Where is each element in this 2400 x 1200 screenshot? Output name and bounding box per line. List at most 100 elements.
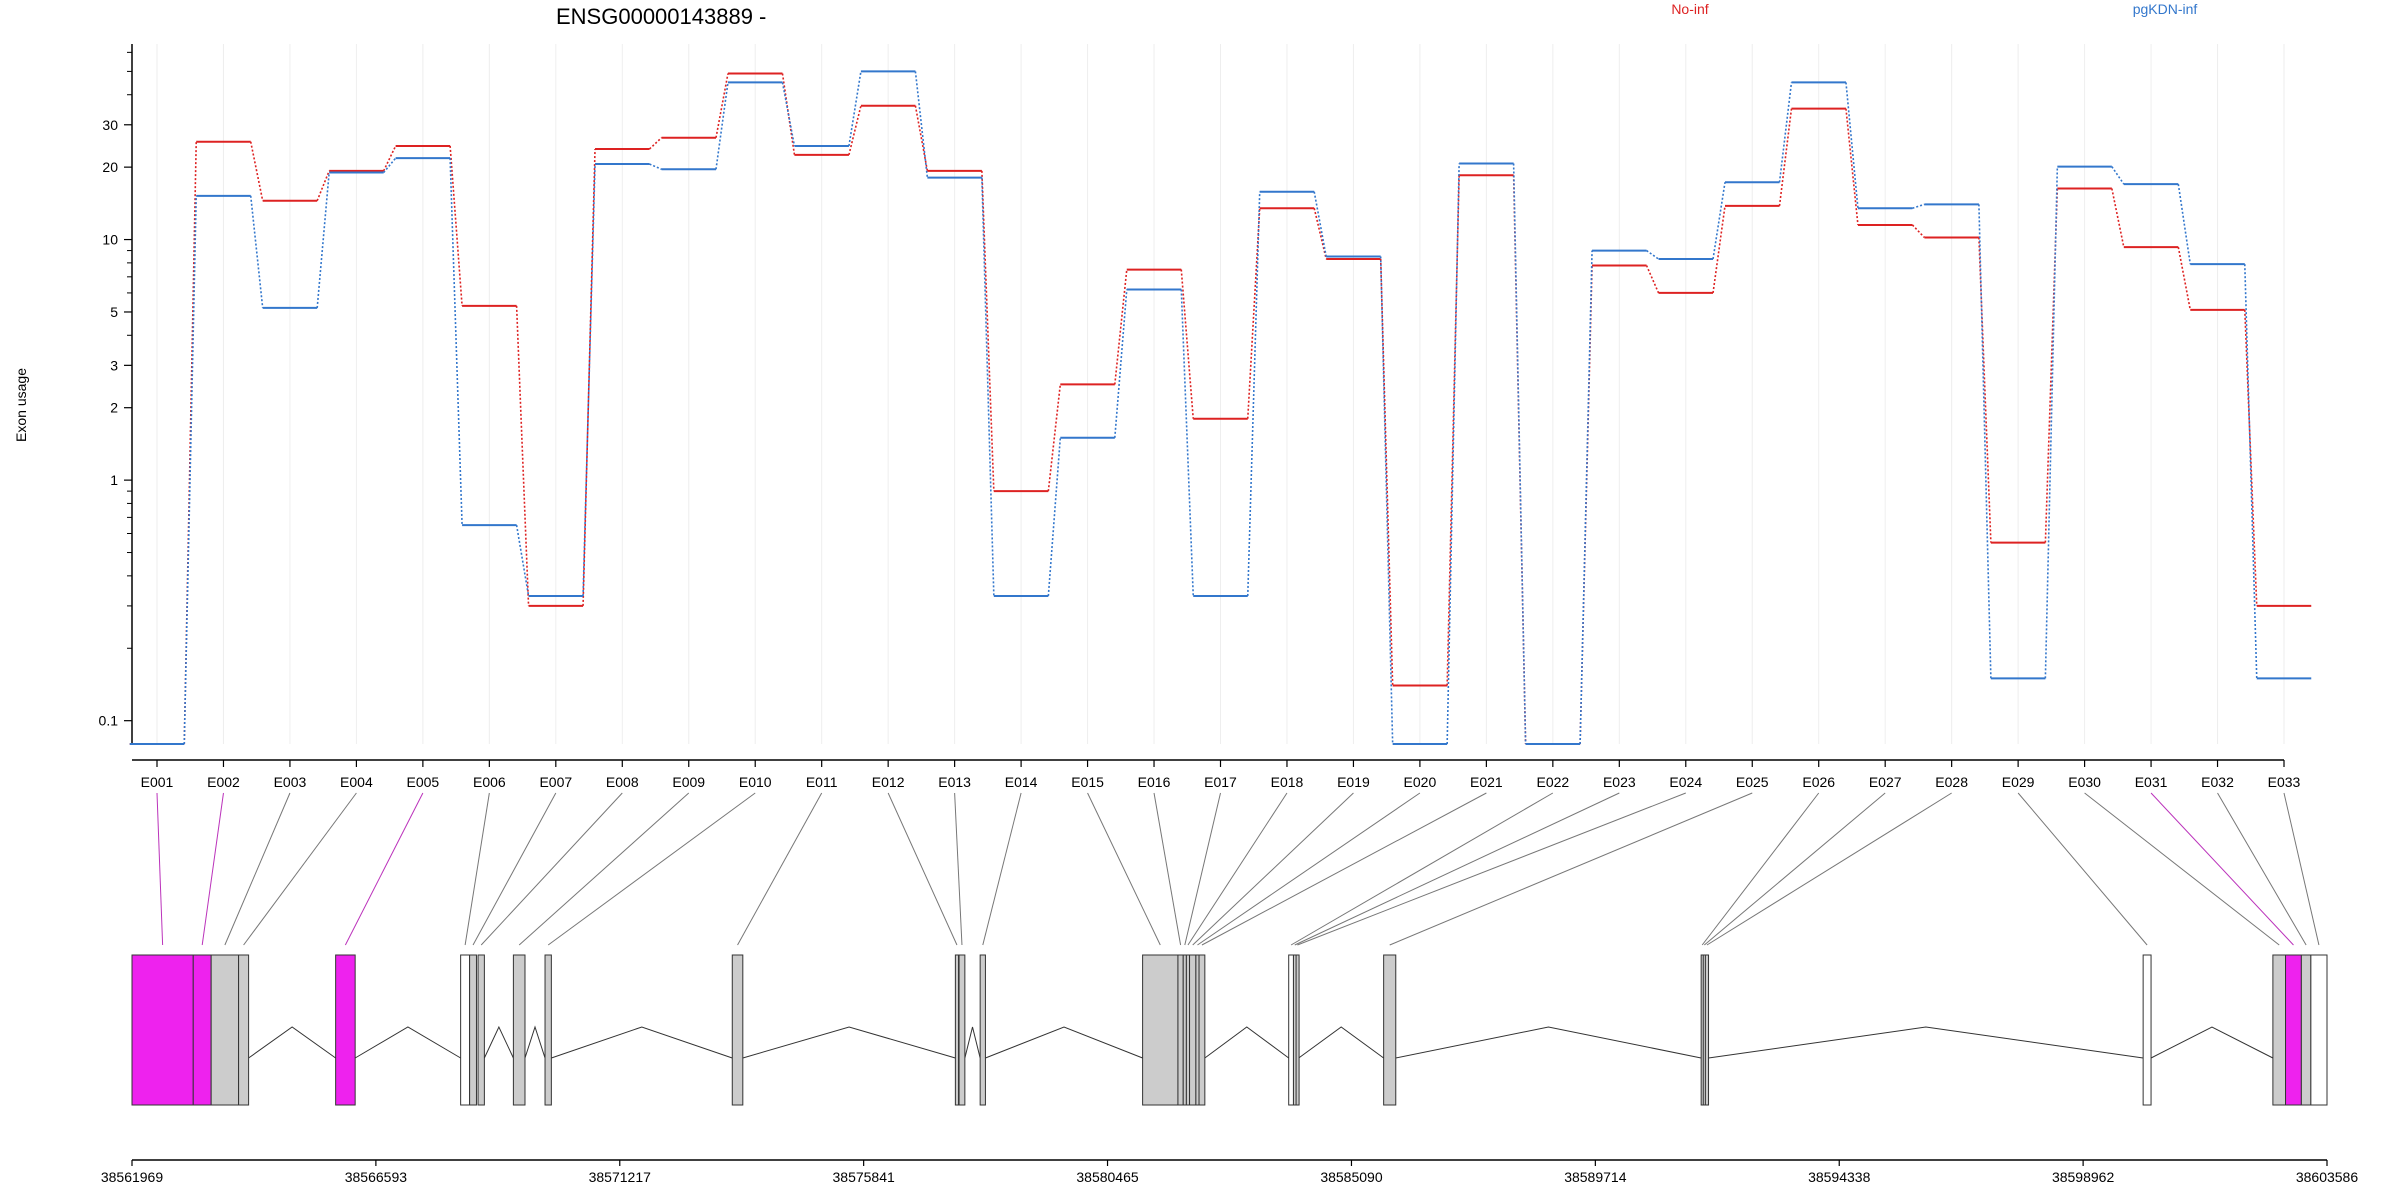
exon-connector: [1192, 792, 1354, 946]
exon-connector: [2283, 792, 2320, 946]
exon-block: [544, 954, 552, 1106]
intron-line: [1298, 1026, 1384, 1059]
exon-connector: [1389, 792, 1753, 946]
exon-block: [1288, 954, 1294, 1106]
exon-block: [2272, 954, 2287, 1106]
y-tick-label: 2: [110, 400, 118, 416]
exon-block: [1177, 954, 1184, 1106]
x-tick-label: E028: [1935, 774, 1968, 790]
exon-connector: [518, 792, 690, 946]
exon-connector: [2217, 792, 2307, 946]
x-tick-label: E023: [1603, 774, 1636, 790]
x-tick-label: E021: [1470, 774, 1503, 790]
data-connector: [648, 137, 663, 150]
data-connector: [316, 172, 330, 308]
exon-connector: [1290, 792, 1554, 946]
genome-tick-label: 38580465: [1076, 1169, 1139, 1185]
data-connector: [1512, 163, 1527, 745]
genome-tick-label: 38603586: [2296, 1169, 2359, 1185]
data-connector: [249, 195, 264, 308]
exon-block: [1704, 954, 1710, 1106]
exon-block: [1295, 954, 1300, 1106]
x-tick-label: E004: [340, 774, 373, 790]
exon-connector: [156, 792, 164, 946]
gene-model: 38561969 38566593 38571217 38575841 38580465…: [101, 954, 2359, 1185]
exon-connector: [1087, 792, 1161, 946]
x-tick-label: E010: [739, 774, 772, 790]
data-connector: [1313, 191, 1327, 257]
x-tick-label: E025: [1736, 774, 1769, 790]
data-connector: [2177, 246, 2192, 311]
intron-line: [1395, 1026, 1702, 1059]
x-tick-label: E006: [473, 774, 506, 790]
x-tick-label: E005: [407, 774, 440, 790]
exon-block: [954, 954, 960, 1106]
exon-connector: [1184, 792, 1221, 946]
x-tick-label: E002: [207, 774, 240, 790]
data-connector: [715, 82, 729, 170]
exon-block: [469, 954, 477, 1106]
data-connector: [2044, 166, 2059, 679]
exon-connector: [243, 792, 357, 946]
x-tick-label: E012: [872, 774, 905, 790]
series-pgkdn-inf: [129, 70, 2312, 745]
exon-connector: [2084, 792, 2280, 946]
data-connector: [582, 164, 596, 596]
data-connector: [1579, 250, 1593, 745]
data-connector: [1313, 208, 1327, 260]
exon-block: [2300, 954, 2312, 1106]
x-tick-label: E033: [2268, 774, 2301, 790]
series-lines: [129, 70, 2312, 745]
intron-line: [248, 1026, 336, 1059]
exon-block: [131, 954, 194, 1106]
data-connector: [1912, 203, 1925, 209]
genome-tick-label: 38561969: [101, 1169, 164, 1185]
data-connector: [981, 170, 995, 492]
exon-connector: [1201, 792, 1487, 946]
data-connector: [1646, 249, 1659, 260]
x-tick-label: E013: [938, 774, 971, 790]
x-tick-label: E029: [2002, 774, 2035, 790]
legend-label-pgkdn-inf: pgKDN-inf: [2133, 1, 2198, 17]
data-connector: [2111, 166, 2125, 185]
data-connector: [1379, 259, 1394, 686]
exon-connector: [464, 792, 490, 946]
x-tick-label: E032: [2201, 774, 2234, 790]
x-tick-label: E016: [1138, 774, 1171, 790]
x-tick-label: E031: [2135, 774, 2168, 790]
x-tick-label: E015: [1071, 774, 1104, 790]
exon-block: [192, 954, 212, 1106]
exon-block: [958, 954, 966, 1106]
data-connector: [1712, 205, 1726, 294]
exon-connector: [344, 792, 424, 946]
data-connector: [1446, 163, 1460, 745]
data-connector: [1778, 108, 1793, 207]
exon-block: [731, 954, 744, 1106]
data-connector: [1778, 82, 1793, 183]
genome-tick-label: 38594338: [1808, 1169, 1871, 1185]
x-tick-label: E009: [672, 774, 705, 790]
data-connector: [1645, 265, 1660, 294]
exon-block: [460, 954, 471, 1106]
x-tick-label: E027: [1869, 774, 1902, 790]
data-connector: [449, 158, 463, 526]
exon-connector: [1297, 792, 1686, 946]
exon-connector: [737, 792, 823, 946]
y-tick-label: 30: [102, 117, 118, 133]
vertical-gridlines: [156, 44, 2285, 744]
data-connector: [1246, 208, 1261, 419]
exon-connector: [1706, 792, 1952, 946]
data-connector: [1379, 256, 1394, 745]
data-connector: [249, 141, 264, 201]
intron-line: [2150, 1026, 2274, 1059]
exon-block: [210, 954, 240, 1106]
data-connector: [1845, 108, 1859, 226]
data-connector: [848, 71, 862, 147]
data-connector: [1978, 204, 1992, 679]
data-connector: [781, 82, 796, 147]
exon-block: [238, 954, 250, 1106]
exon-connector: [1187, 792, 1288, 946]
exon-connector: [954, 792, 963, 946]
exon-connector: [201, 792, 224, 946]
